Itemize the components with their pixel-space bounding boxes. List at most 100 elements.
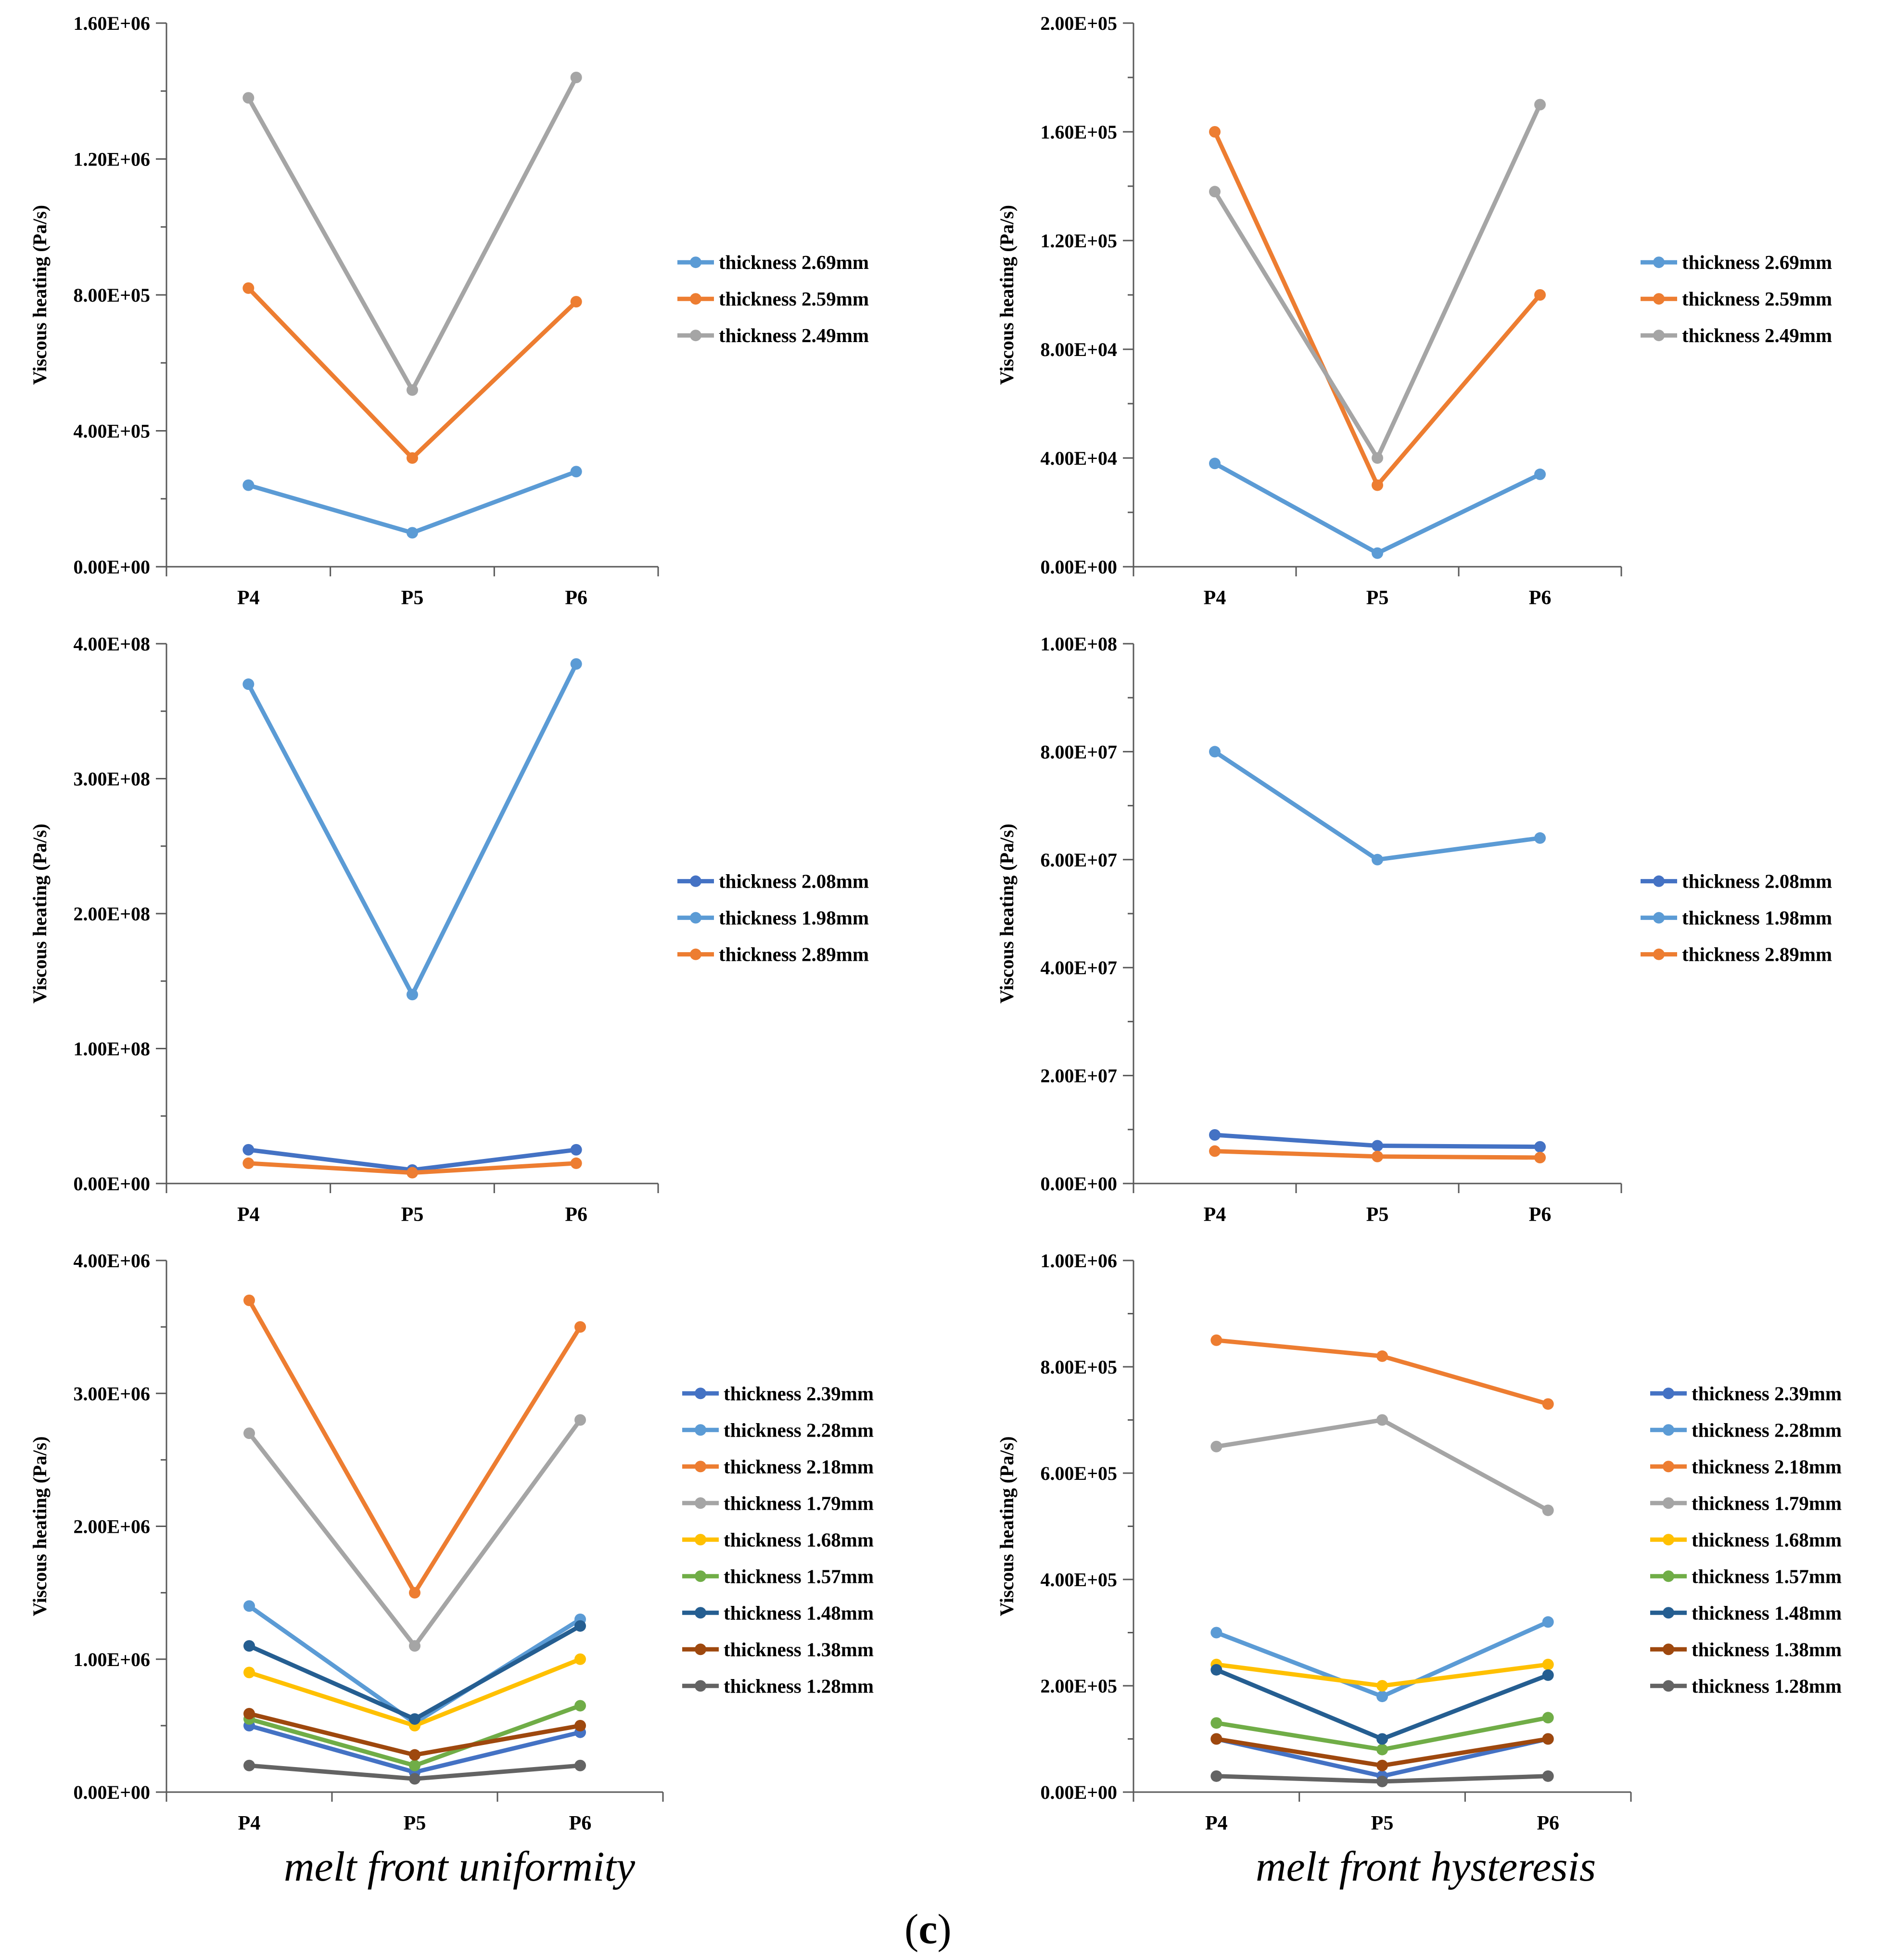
- legend-label: thickness 2.39mm: [1692, 1382, 1842, 1404]
- data-point: [1209, 1129, 1221, 1141]
- data-point: [1210, 1627, 1222, 1639]
- data-point: [1372, 853, 1383, 865]
- x-tick-label: P6: [565, 1204, 587, 1226]
- legend: thickness 2.08mm thickness 1.98mm thicknes…: [677, 870, 869, 966]
- data-point: [407, 1167, 418, 1179]
- legend: thickness 2.08mm thickness 1.98mm thicknes…: [1641, 870, 1832, 966]
- legend-swatch-marker: [695, 1607, 706, 1619]
- data-point: [574, 1620, 586, 1632]
- data-point: [243, 1600, 255, 1612]
- legend-swatch-marker: [690, 912, 701, 924]
- y-tick-label: 4.00E+06: [74, 1250, 150, 1272]
- y-axis-title: Viscous heating (Pa/s): [29, 205, 51, 385]
- legend-swatch-marker: [1663, 1607, 1674, 1619]
- data-point: [570, 72, 582, 83]
- y-axis-title: Viscous heating (Pa/s): [29, 824, 51, 1004]
- legend-label: thickness 2.08mm: [1682, 870, 1832, 892]
- chart-bottom-left: 0.00E+00 1.00E+06 2.00E+06 3.00E+06 4.00E+06…: [29, 1250, 874, 1834]
- y-tick-label: 2.00E+05: [1041, 1675, 1117, 1697]
- data-point: [574, 1414, 586, 1426]
- y-tick-label: 3.00E+08: [74, 768, 150, 790]
- series-thickness-1_79mm: [243, 1414, 586, 1652]
- data-point: [243, 1294, 255, 1306]
- data-point: [570, 466, 582, 478]
- legend-label: thickness 1.48mm: [1692, 1602, 1842, 1624]
- y-tick-label: 2.00E+06: [74, 1516, 150, 1538]
- data-point: [1210, 1733, 1222, 1745]
- data-point: [409, 1749, 420, 1761]
- data-point: [1209, 458, 1221, 470]
- series-thickness-2_49mm: [1209, 99, 1546, 464]
- data-point: [570, 658, 582, 670]
- y-tick-label: 4.00E+07: [1041, 957, 1117, 979]
- data-point: [1534, 468, 1546, 480]
- series-thickness-1_98mm: [242, 658, 582, 1001]
- caption-right: melt front hysteresis: [1256, 1844, 1596, 1890]
- x-tick-label: P4: [1204, 1204, 1226, 1226]
- y-tick-label: 1.00E+06: [74, 1649, 150, 1670]
- legend-label: thickness 1.57mm: [1692, 1565, 1842, 1587]
- data-point: [1376, 1350, 1388, 1362]
- data-point: [243, 1667, 255, 1679]
- figure-label-letter: c: [918, 1906, 938, 1953]
- y-tick-label: 0.00E+00: [74, 1173, 150, 1195]
- data-point: [242, 678, 255, 690]
- series-line: [1212, 129, 1542, 487]
- legend: thickness 2.69mm thickness 2.59mm thicknes…: [677, 251, 869, 346]
- legend-swatch-marker: [690, 330, 701, 342]
- legend-swatch-marker: [695, 1424, 706, 1436]
- legend-swatch-marker: [1653, 875, 1665, 887]
- x-tick-label: P5: [1366, 1204, 1389, 1226]
- series-thickness-2_69mm: [1209, 458, 1546, 559]
- legend-label: thickness 2.59mm: [719, 288, 869, 310]
- data-point: [1542, 1712, 1554, 1724]
- data-point: [1376, 1744, 1388, 1756]
- legend-label: thickness 1.38mm: [724, 1638, 874, 1660]
- x-tick-label: P4: [238, 1812, 261, 1834]
- data-point: [1372, 452, 1383, 464]
- x-tick-label: P5: [1371, 1812, 1394, 1834]
- data-point: [409, 1640, 420, 1652]
- data-point: [1210, 1717, 1222, 1729]
- series-line: [246, 662, 579, 997]
- series-line: [247, 1298, 583, 1595]
- data-point: [574, 1759, 586, 1771]
- data-point: [242, 282, 255, 294]
- data-point: [243, 1708, 255, 1720]
- legend-label: thickness 2.49mm: [1682, 324, 1832, 346]
- data-point: [1542, 1733, 1554, 1745]
- legend-swatch-marker: [1663, 1461, 1674, 1473]
- legend-label: thickness 2.18mm: [724, 1455, 874, 1477]
- legend-label: thickness 2.18mm: [1692, 1455, 1842, 1477]
- legend-label: thickness 2.89mm: [1682, 943, 1832, 966]
- data-point: [1209, 126, 1221, 138]
- y-tick-label: 4.00E+04: [1041, 447, 1117, 469]
- series-thickness-2_18mm: [243, 1294, 586, 1599]
- data-point: [1376, 1691, 1388, 1703]
- series-line: [246, 75, 579, 393]
- data-point: [574, 1321, 586, 1333]
- data-point: [1210, 1770, 1222, 1782]
- x-tick-label: P6: [569, 1812, 592, 1834]
- data-point: [407, 527, 418, 539]
- y-tick-label: 0.00E+00: [1041, 1173, 1117, 1195]
- y-axis-title: Viscous heating (Pa/s): [996, 1436, 1018, 1616]
- legend-label: thickness 1.68mm: [724, 1528, 874, 1551]
- data-point: [243, 1427, 255, 1439]
- data-point: [1372, 547, 1383, 559]
- data-point: [407, 452, 418, 464]
- series-thickness-2_89mm: [242, 1157, 582, 1179]
- series-thickness-2_49mm: [242, 72, 582, 396]
- data-point: [1534, 99, 1546, 111]
- data-point: [574, 1700, 586, 1712]
- data-point: [1210, 1334, 1222, 1346]
- legend-swatch-marker: [1663, 1387, 1674, 1400]
- figure-label-open: (: [904, 1906, 919, 1953]
- data-point: [242, 1144, 255, 1156]
- series-thickness-1_79mm: [1210, 1414, 1554, 1516]
- data-point: [1542, 1658, 1554, 1670]
- y-tick-label: 1.00E+06: [1041, 1250, 1117, 1272]
- y-tick-label: 6.00E+05: [1041, 1463, 1117, 1484]
- x-tick-label: P5: [401, 1204, 424, 1226]
- data-point: [1372, 479, 1383, 491]
